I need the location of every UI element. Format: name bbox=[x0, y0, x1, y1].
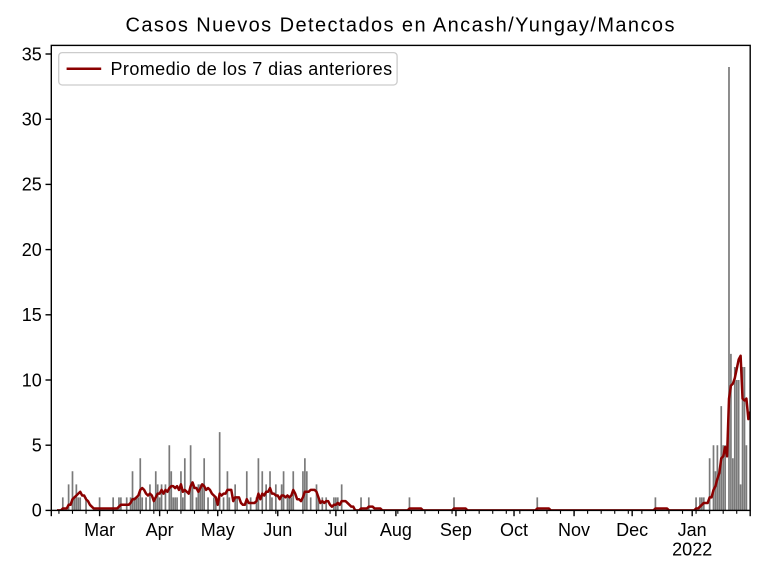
svg-text:25: 25 bbox=[22, 175, 42, 195]
svg-text:Jul: Jul bbox=[324, 520, 347, 540]
svg-text:15: 15 bbox=[22, 305, 42, 325]
svg-text:Oct: Oct bbox=[500, 520, 528, 540]
svg-text:Dec: Dec bbox=[616, 520, 648, 540]
svg-text:Mar: Mar bbox=[84, 520, 115, 540]
svg-text:Jun: Jun bbox=[263, 520, 292, 540]
svg-text:30: 30 bbox=[22, 110, 42, 130]
svg-text:2022: 2022 bbox=[672, 540, 712, 560]
svg-text:0: 0 bbox=[32, 501, 42, 521]
svg-text:Apr: Apr bbox=[146, 520, 174, 540]
svg-text:Sep: Sep bbox=[440, 520, 472, 540]
svg-text:Aug: Aug bbox=[380, 520, 412, 540]
svg-text:20: 20 bbox=[22, 240, 42, 260]
svg-text:Promedio de los 7 dias anterio: Promedio de los 7 dias anteriores bbox=[111, 59, 393, 79]
svg-text:Jan: Jan bbox=[678, 520, 707, 540]
svg-text:Casos Nuevos Detectados en Anc: Casos Nuevos Detectados en Ancash/Yungay… bbox=[126, 15, 676, 37]
svg-text:May: May bbox=[201, 520, 235, 540]
svg-text:35: 35 bbox=[22, 44, 42, 64]
svg-text:10: 10 bbox=[22, 370, 42, 390]
svg-text:5: 5 bbox=[32, 436, 42, 456]
svg-text:Nov: Nov bbox=[558, 520, 590, 540]
